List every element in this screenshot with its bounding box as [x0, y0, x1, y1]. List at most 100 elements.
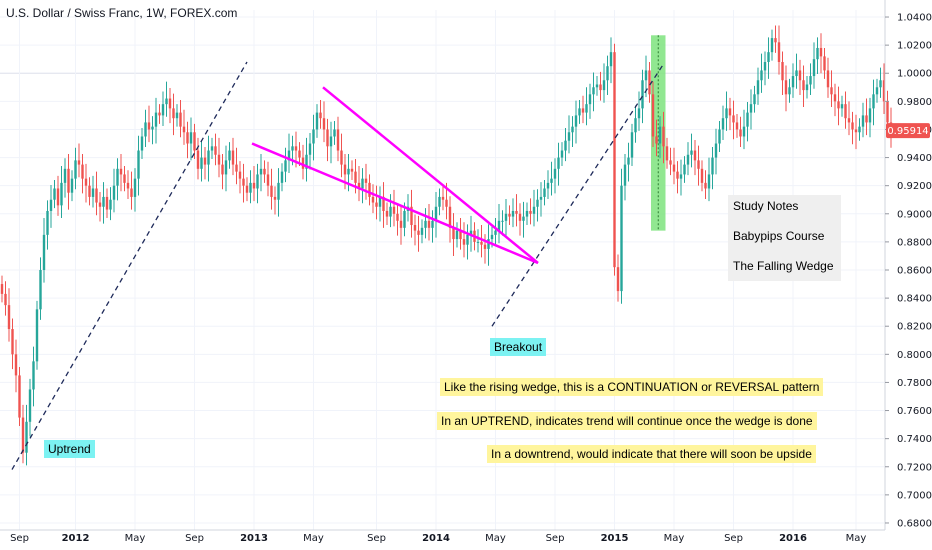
last-price-badge: [886, 123, 930, 139]
last-price-label: 0.95914: [886, 123, 930, 139]
candle-body: [434, 206, 438, 221]
price-tick-label: 1.00000: [897, 69, 932, 80]
candle-body: [455, 230, 459, 240]
candle-body: [490, 234, 494, 240]
candle-body: [837, 101, 840, 109]
candle-body: [767, 52, 770, 62]
candle-body: [179, 112, 182, 127]
candle-body: [77, 160, 81, 165]
candle-body: [294, 146, 298, 151]
candle-body: [196, 150, 200, 169]
candle-body: [679, 174, 683, 179]
study-notes-box: Study Notes Babypips Course The Falling …: [728, 195, 841, 281]
candle-body: [95, 188, 98, 203]
candle-body: [609, 52, 613, 67]
candle-body: [739, 129, 742, 137]
candle-body: [501, 220, 504, 222]
candle-body: [826, 70, 830, 88]
candle-body: [105, 196, 109, 210]
candle-body: [760, 70, 763, 81]
candle-body: [882, 80, 886, 102]
candle-body: [340, 150, 343, 165]
candle-body: [217, 154, 221, 165]
candle-body: [144, 122, 147, 137]
candle-body: [875, 87, 879, 95]
time-tick-label: May: [303, 533, 324, 544]
candle-body: [613, 52, 616, 268]
candle-body: [137, 150, 140, 179]
candle-body: [74, 160, 77, 179]
chart-drawings: [11, 61, 664, 470]
candle-body: [585, 104, 588, 113]
candle-body: [399, 220, 403, 228]
candle-body: [424, 220, 427, 228]
candle-body: [210, 146, 214, 151]
candle-body: [25, 421, 28, 453]
candle-body: [161, 104, 165, 116]
candle-body: [231, 150, 235, 165]
candle-body: [690, 150, 693, 155]
candle-body: [280, 171, 284, 183]
note-continuation-reversal: Like the rising wedge, this is a CONTINU…: [440, 378, 824, 396]
candle-body: [532, 206, 536, 214]
candle-body: [550, 178, 553, 183]
candle-body: [0, 284, 4, 294]
candle-body: [102, 196, 105, 207]
highlight-zone: [651, 35, 666, 231]
candle-body: [252, 182, 256, 189]
trendline-2: [491, 64, 664, 327]
candle-body: [560, 150, 564, 158]
candle-body: [746, 112, 749, 127]
candle-body: [431, 220, 434, 228]
time-axis[interactable]: Sep 2012 May Sep 2013 May Sep 2014 May Sep 2015 May…: [0, 529, 885, 544]
candle-body: [658, 126, 662, 144]
candle-body: [249, 182, 252, 193]
candle-body: [721, 118, 725, 130]
candle-body: [641, 80, 644, 109]
candle-body: [742, 126, 746, 137]
study-notes-line-2: Babypips Course: [733, 229, 825, 243]
time-tick-label: Sep: [185, 533, 204, 544]
candle-body: [60, 182, 63, 206]
time-tick-label: Sep: [10, 533, 29, 544]
candle-body: [872, 94, 875, 109]
candle-body: [494, 230, 497, 235]
candle-body: [301, 157, 305, 169]
candle-body: [42, 234, 46, 270]
candle-body: [788, 87, 791, 95]
candle-body: [823, 56, 826, 71]
study-notes-line-3: The Falling Wedge: [733, 259, 834, 273]
candle-body: [326, 129, 329, 147]
candle-body: [781, 62, 784, 81]
time-tick-label: 2015: [601, 533, 629, 544]
candle-body: [616, 267, 620, 292]
candle-body: [291, 146, 294, 151]
candle-body: [441, 196, 445, 200]
candle-body: [452, 227, 455, 240]
trendline-1: [11, 61, 248, 470]
candle-body: [147, 122, 151, 130]
candle-body: [392, 206, 396, 214]
candle-body: [172, 108, 175, 119]
candle-body: [35, 309, 39, 362]
note-uptrend: In an UPTREND, indicates trend will cont…: [437, 412, 817, 430]
candle-body: [868, 108, 872, 123]
candle-body: [410, 206, 413, 226]
price-tick-label: 0.98000: [897, 97, 932, 108]
candle-body: [109, 199, 112, 210]
candle-body: [445, 199, 448, 207]
candle-body: [49, 199, 53, 211]
candle-body: [308, 143, 312, 155]
candle-body: [844, 104, 847, 119]
candle-body: [567, 132, 571, 141]
candle-body: [634, 118, 637, 133]
candle-body: [539, 196, 543, 200]
